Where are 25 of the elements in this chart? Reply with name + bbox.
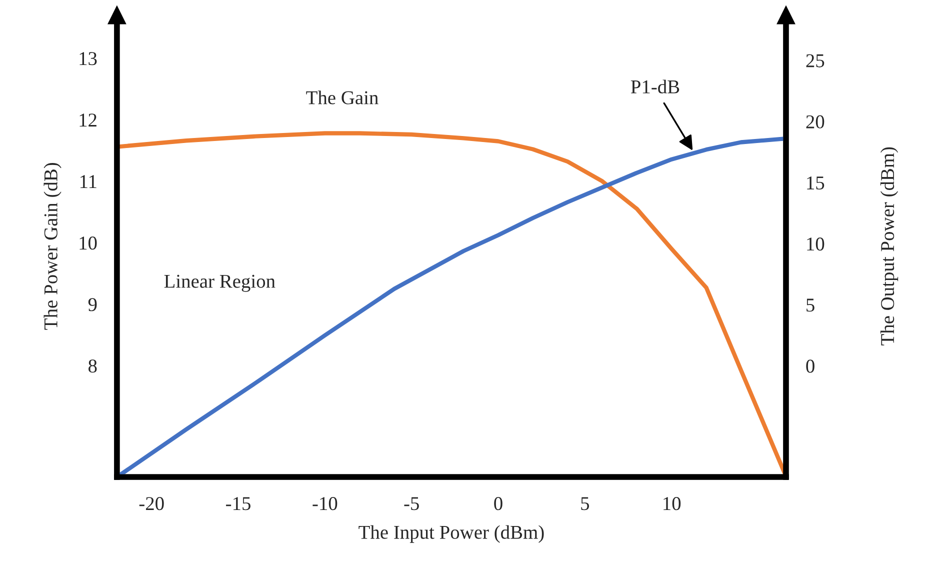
x-tick-label: -5 bbox=[404, 497, 419, 510]
y2-tick-label: 10 bbox=[807, 237, 824, 251]
y-tick-label: 9 bbox=[88, 298, 97, 312]
y2-tick-label: 25 bbox=[806, 54, 824, 68]
y-axis-title: The Power Gain (dB) bbox=[44, 162, 62, 330]
y-tick-label: 10 bbox=[80, 236, 97, 250]
x-tick-label: 0 bbox=[494, 497, 502, 510]
y2-tick-label: 0 bbox=[806, 360, 814, 373]
y2-axis-title: The Output Power (dBm) bbox=[880, 147, 898, 346]
x-tick-label: 10 bbox=[664, 497, 681, 510]
x-tick-label: -10 bbox=[312, 497, 338, 510]
y-tick-label: 8 bbox=[88, 360, 97, 373]
x-axis-title: The Input Power (dBm) bbox=[358, 525, 544, 543]
annotation: Linear Region bbox=[164, 274, 276, 292]
annotation: The Gain bbox=[306, 90, 378, 104]
x-tick-label: -15 bbox=[226, 497, 250, 510]
annotation: P1-dB bbox=[630, 80, 680, 94]
y2-tick-label: 5 bbox=[806, 298, 814, 312]
x-tick-label: 5 bbox=[581, 497, 590, 510]
y2-tick-label: 20 bbox=[806, 115, 824, 128]
y-tick-label: 12 bbox=[80, 114, 96, 126]
y-tick-label: 11 bbox=[80, 175, 96, 188]
y2-tick-label: 15 bbox=[807, 176, 824, 190]
x-tick-label: -20 bbox=[139, 497, 164, 510]
y-tick-label: 13 bbox=[80, 52, 97, 66]
